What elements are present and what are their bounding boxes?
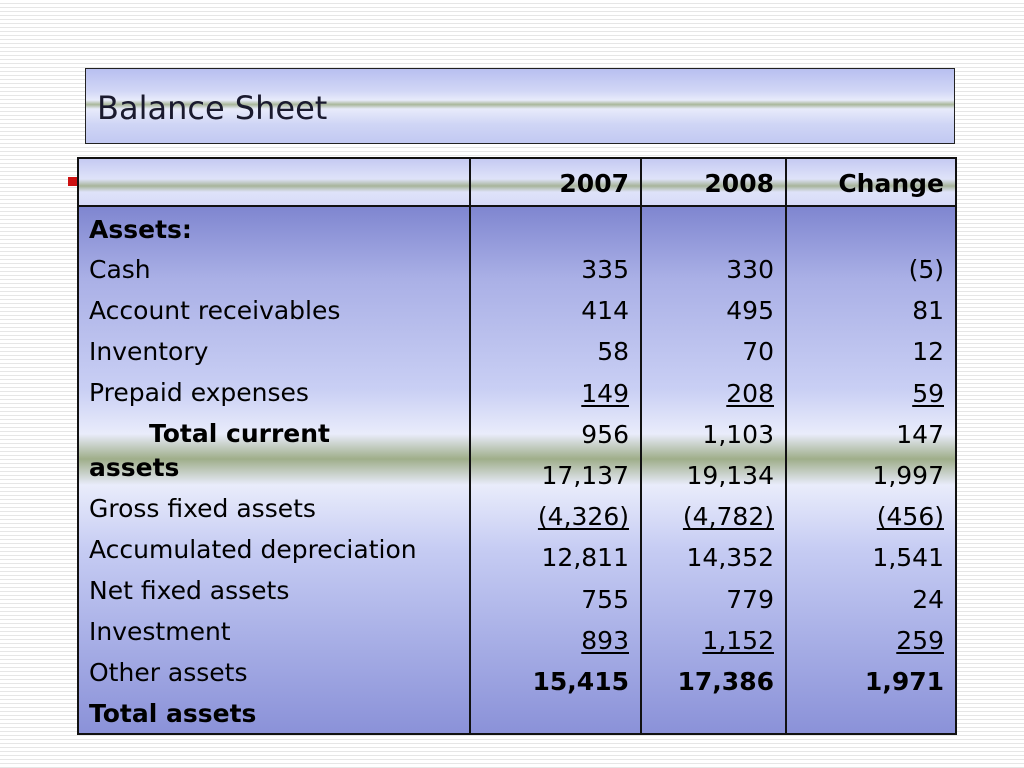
cell-2007: 755 (581, 585, 629, 614)
cell-2008: 1,152 (702, 626, 774, 655)
cell-2007: 149 (581, 379, 629, 408)
cell-2007: 893 (581, 626, 629, 655)
cell-2008: 208 (726, 379, 774, 408)
cell-2008: 70 (742, 337, 774, 366)
page-title: Balance Sheet (97, 89, 328, 127)
cell-2008: 779 (726, 585, 774, 614)
cell-2008: 17,386 (677, 667, 774, 696)
bullet-icon (68, 177, 77, 186)
cell-2007: (4,326) (537, 502, 629, 531)
row-label: Inventory (89, 337, 209, 366)
row-label: Prepaid expenses (89, 378, 309, 407)
cell-2007: 335 (581, 255, 629, 284)
cell-change: 147 (896, 420, 944, 449)
row-label: Net fixed assets (89, 576, 290, 605)
balance-sheet-table: 2007 2008 Change Assets: Cash Account rece… (77, 157, 957, 735)
cell-change: 59 (912, 379, 944, 408)
cell-2008: 495 (726, 296, 774, 325)
row-label: Investment (89, 617, 231, 646)
cell-2008: 19,134 (686, 461, 774, 490)
cell-change: 81 (912, 296, 944, 325)
column-divider (640, 159, 642, 733)
header-change: Change (838, 169, 944, 198)
cell-2007: 58 (597, 337, 629, 366)
cell-change: 259 (896, 626, 944, 655)
cell-2007: 12,811 (541, 543, 629, 572)
cell-change: (5) (908, 255, 944, 284)
column-divider (785, 159, 787, 733)
cell-change: (456) (876, 502, 944, 531)
cell-2007: 15,415 (532, 667, 629, 696)
row-label: Cash (89, 255, 151, 284)
row-label: Account receivables (89, 296, 341, 325)
row-label: Gross fixed assets (89, 494, 316, 523)
cell-change: 1,997 (872, 461, 944, 490)
row-label: assets (89, 453, 180, 482)
cell-change: 1,541 (872, 543, 944, 572)
cell-change: 24 (912, 585, 944, 614)
row-label: Total assets (89, 699, 257, 728)
cell-2008: 1,103 (702, 420, 774, 449)
row-label: Total current (149, 419, 330, 448)
header-2008: 2008 (704, 169, 774, 198)
column-divider (469, 159, 471, 733)
cell-2008: 330 (726, 255, 774, 284)
cell-change: 12 (912, 337, 944, 366)
row-label: Accumulated depreciation (89, 535, 417, 564)
cell-2007: 956 (581, 420, 629, 449)
row-label: Assets: (89, 215, 192, 244)
slide-title-box: Balance Sheet (85, 68, 955, 144)
cell-2008: (4,782) (682, 502, 774, 531)
cell-2007: 414 (581, 296, 629, 325)
row-label: Other assets (89, 658, 248, 687)
header-divider (79, 205, 955, 207)
cell-2007: 17,137 (541, 461, 629, 490)
header-2007: 2007 (559, 169, 629, 198)
cell-2008: 14,352 (686, 543, 774, 572)
cell-change: 1,971 (864, 667, 944, 696)
